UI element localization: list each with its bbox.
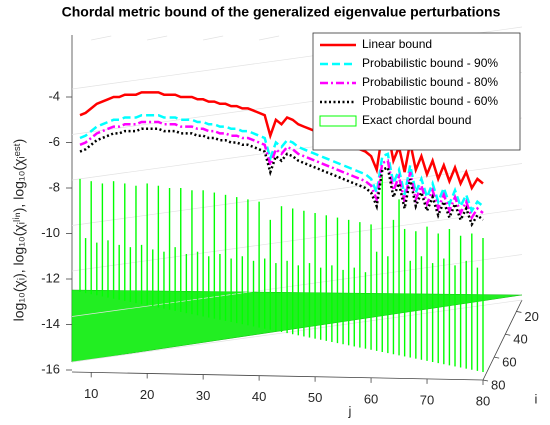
grid-line [147,35,168,41]
grid-line [91,35,112,41]
legend: Linear bound Probabilistic bound - 90% Pro… [312,32,521,151]
series-line [79,91,484,191]
x-tick-label: 50 [308,390,322,405]
grid-line [259,35,280,41]
i-axis-line [482,299,523,381]
y-tick-label: -6 [48,134,60,149]
x-tick-label: 70 [420,392,434,407]
y-tick-label: -10 [41,225,60,240]
i-tick-label: 20 [524,309,538,324]
legend-label: Probabilistic bound - 60% [362,94,498,108]
i-tick-label: 40 [513,332,527,347]
x-tick-label: 10 [84,386,98,401]
series-line [79,113,484,214]
x-axis-line [71,371,484,381]
grid-line [203,35,224,41]
y-tick-label: -12 [41,270,60,285]
series-line [79,127,484,228]
y-tick-label: -4 [48,88,60,103]
legend-label: Linear bound [362,37,432,51]
plot-area [79,91,484,372]
legend-label: Probabilistic bound - 90% [362,56,498,70]
i-tick-label: 60 [502,355,516,370]
grid-line [71,254,523,317]
y-tick-label: -16 [41,361,60,376]
floor-surface [71,289,523,363]
i-axis-label: i [535,391,538,406]
x-tick-label: 30 [196,388,210,403]
x-axis-label: j [348,403,352,418]
tick-mark [516,311,522,313]
tick-mark [482,379,489,382]
y-tick-label: -14 [41,316,60,331]
x-tick-label: 20 [140,387,154,402]
i-tick-label: 80 [491,377,505,392]
x-tick-label: 40 [252,389,266,404]
legend-label: Probabilistic bound - 80% [362,75,498,89]
legend-box [312,32,521,151]
grid-line [71,299,523,363]
y-tick-label: -8 [48,179,60,194]
y-axis-label: log₁₀(χᵢ), log₁₀(χᵢˡⁱⁿ), log₁₀(χᵢᵉˢᵗ) [11,139,27,322]
tick-mark [494,356,500,359]
series-line [79,120,484,221]
x-tick-label: 60 [364,391,378,406]
chart-title: Chordal metric bound of the generalized … [62,4,501,20]
legend-label: Exact chordal bound [362,113,471,127]
tick-mark [505,333,511,336]
legend-swatch [319,115,357,127]
x-tick-label: 80 [476,393,490,408]
